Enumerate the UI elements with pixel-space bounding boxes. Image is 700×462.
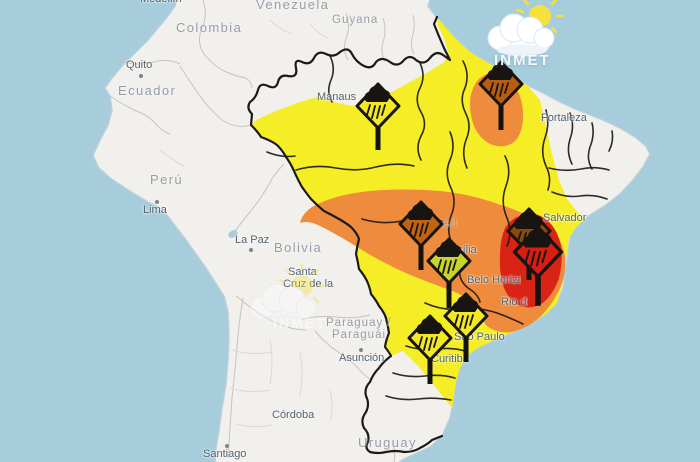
- storm-warning-icon-parana: [407, 314, 453, 384]
- storm-warning-icon-sao-paulo: [443, 292, 489, 362]
- cloud-sun-icon-watermark: [248, 262, 327, 328]
- storm-warning-icon-maranhao: [478, 60, 524, 130]
- storm-warning-icon-red: [512, 225, 564, 306]
- city-marker-asuncion: [359, 348, 363, 352]
- city-marker-la-paz: [249, 248, 253, 252]
- storm-warning-icon-brasilia: [426, 237, 472, 308]
- city-marker-lima: [155, 200, 159, 204]
- cloud-sun-icon: [486, 0, 565, 58]
- brazil-border: [247, 15, 452, 455]
- storm-warning-icon-central: [398, 200, 444, 270]
- storm-warning-icon-amazonas: [355, 82, 401, 150]
- city-marker-santiago: [225, 444, 229, 448]
- city-marker-quito: [139, 74, 143, 78]
